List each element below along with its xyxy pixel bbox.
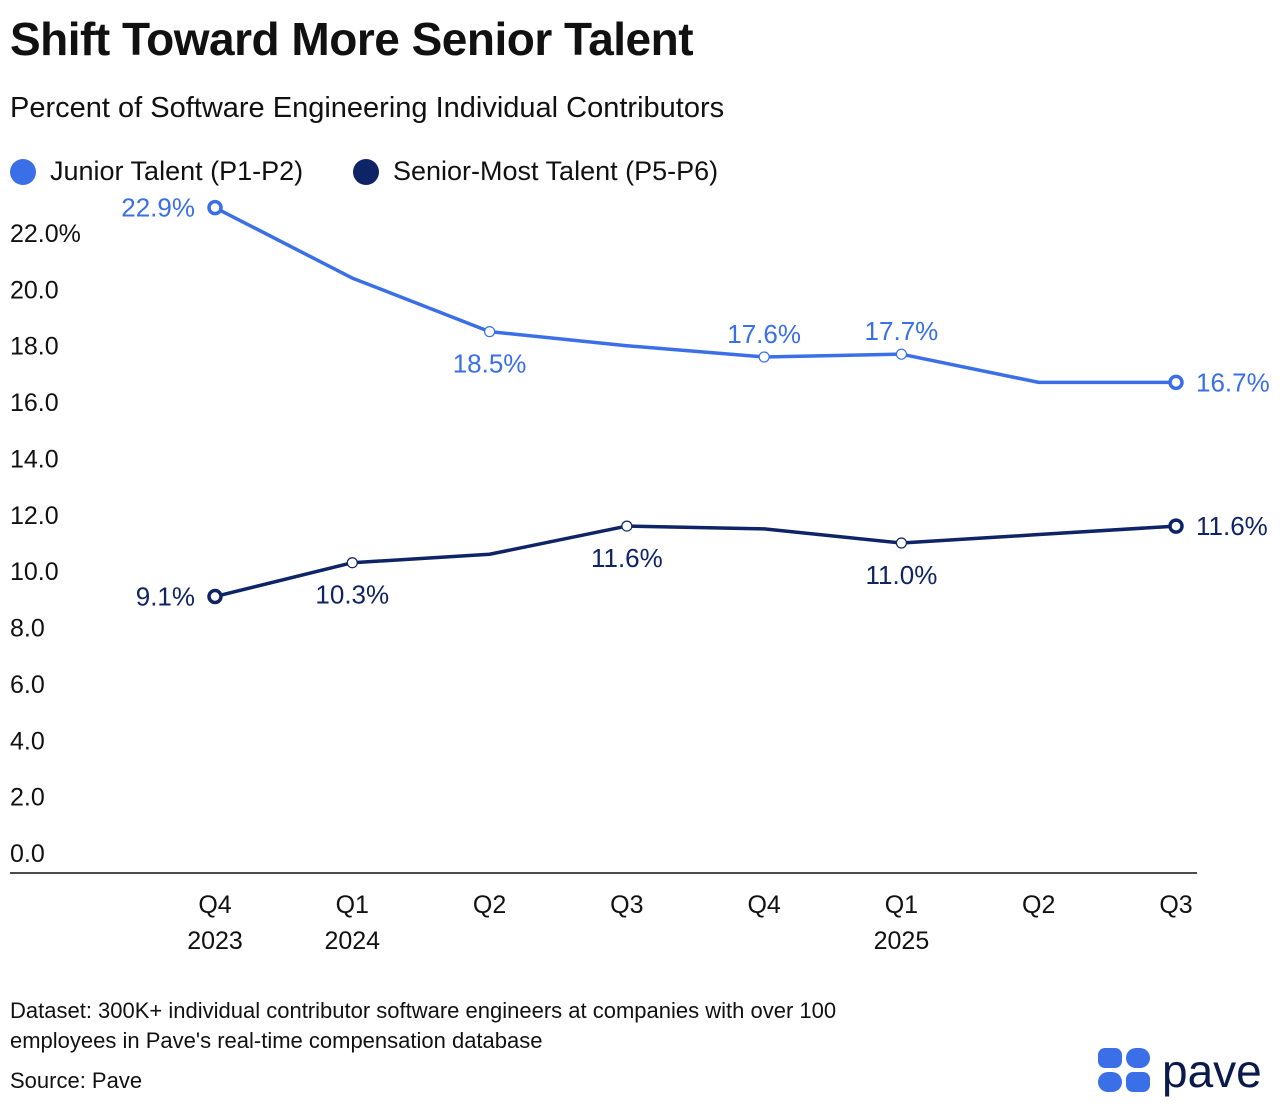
- y-tick-label: 4.0: [10, 727, 45, 755]
- y-tick-label: 16.0: [10, 389, 59, 417]
- pave-logo-mark-icon: [1098, 1048, 1150, 1092]
- data-label-junior: 18.5%: [453, 349, 527, 379]
- data-label-senior: 11.0%: [866, 560, 938, 590]
- x-tick-year-label: 2023: [187, 927, 243, 955]
- x-tick-label: Q1: [885, 891, 918, 919]
- source-note: Source: Pave: [10, 1068, 143, 1093]
- chart-subtitle: Percent of Software Engineering Individu…: [10, 92, 725, 124]
- legend-marker-senior: [353, 158, 379, 185]
- y-tick-label: 18.0: [10, 333, 59, 361]
- x-tick-year-label: 2025: [874, 927, 930, 955]
- data-label-senior: 9.1%: [136, 582, 195, 612]
- legend-label-senior: Senior-Most Talent (P5-P6): [393, 156, 719, 186]
- x-tick-year-label: 2024: [324, 927, 380, 955]
- legend-item-junior: Junior Talent (P1-P2): [10, 156, 303, 187]
- data-point-junior: [1168, 374, 1184, 391]
- y-tick-label: 14.0: [10, 445, 59, 473]
- pave-logo-word: pave: [1162, 1045, 1262, 1097]
- y-tick-label: 0.0: [10, 840, 45, 868]
- data-point-junior: [895, 348, 908, 360]
- x-tick-label: Q1: [336, 891, 369, 919]
- dataset-note-line1: Dataset: 300K+ individual contributor so…: [10, 998, 837, 1023]
- data-point-junior: [207, 199, 223, 216]
- series-line-senior: [214, 524, 1177, 599]
- data-label-junior: 16.7%: [1196, 367, 1270, 397]
- pave-logo: pave: [1098, 1048, 1262, 1094]
- data-point-senior: [621, 520, 633, 532]
- line-chart: 0.0 2.0 4.0 6.0 8.0 10.0 12.0 14.0 16.0 18.0 20.0 2…: [10, 193, 1270, 955]
- data-point-senior: [207, 588, 223, 605]
- dataset-note-line2: employees in Pave's real-time compensati…: [10, 1028, 543, 1053]
- data-point-senior: [346, 557, 358, 569]
- y-tick-label: 12.0: [10, 502, 59, 530]
- y-tick-label: 2.0: [10, 784, 45, 812]
- data-label-senior: 10.3%: [315, 580, 389, 610]
- x-tick-label: Q2: [1022, 891, 1055, 919]
- y-tick-label: 8.0: [10, 615, 45, 643]
- data-point-junior: [758, 351, 770, 363]
- data-label-senior: 11.6%: [1196, 511, 1268, 541]
- data-point-junior: [483, 326, 496, 338]
- x-tick-label: Q2: [473, 891, 506, 919]
- data-label-junior: 22.9%: [121, 193, 195, 223]
- y-tick-label: 10.0: [10, 558, 59, 586]
- data-label-junior: 17.7%: [865, 316, 939, 346]
- y-tick-label: 6.0: [10, 671, 45, 699]
- chart-title: Shift Toward More Senior Talent: [10, 13, 694, 65]
- data-point-senior: [895, 537, 908, 549]
- x-tick-label: Q4: [747, 891, 780, 919]
- data-label-senior: 11.6%: [591, 543, 663, 573]
- series-line-junior: [214, 206, 1176, 385]
- x-tick-label: Q3: [1159, 891, 1192, 919]
- y-tick-label: 22.0%: [10, 220, 81, 248]
- legend-marker-junior: [10, 158, 36, 185]
- x-tick-label: Q4: [198, 891, 231, 919]
- data-point-senior: [1168, 518, 1184, 534]
- x-tick-label: Q3: [610, 891, 643, 919]
- legend-label-junior: Junior Talent (P1-P2): [50, 156, 304, 186]
- y-tick-label: 20.0: [10, 276, 59, 304]
- data-label-junior: 17.6%: [727, 319, 801, 349]
- legend-item-senior: Senior-Most Talent (P5-P6): [353, 156, 718, 187]
